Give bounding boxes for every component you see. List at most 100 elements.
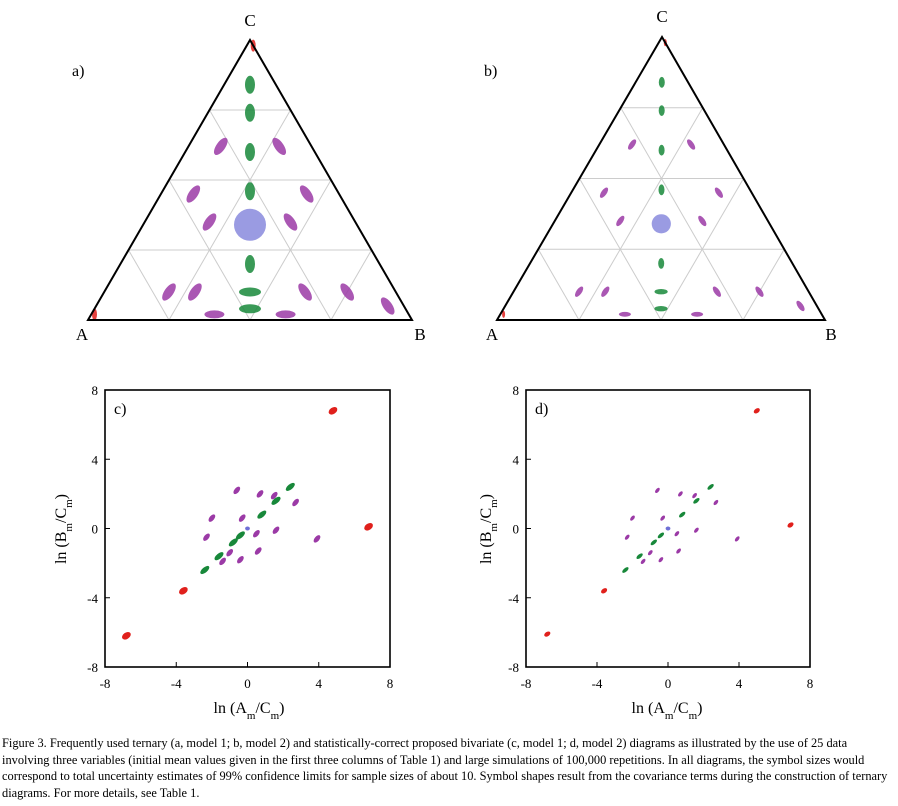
x-tick-label: -4 xyxy=(592,676,603,691)
scatter-point-red xyxy=(787,522,794,528)
scatter-point-red xyxy=(544,631,551,637)
ternary-point-purple xyxy=(698,215,707,227)
scatter-marks-c xyxy=(122,406,373,640)
axis-ticks-d: -8 -4 0 4 8 -8 -4 0 4 8 xyxy=(508,383,813,691)
ternary-gridline xyxy=(537,249,580,321)
scatter-panel-d: -8 -4 0 4 8 -8 -4 0 4 8 d) ln (Am/Cm) ln (Bm/Cm) xyxy=(478,383,813,722)
ternary-frame-a xyxy=(86,38,414,321)
ternary-point-purple xyxy=(687,139,696,150)
ternary-point-purple xyxy=(755,286,764,297)
scatter-point-purple xyxy=(256,490,264,498)
vertex-label-b-B: B xyxy=(825,325,836,344)
x-tick-label: 8 xyxy=(387,676,394,691)
x-tick-label: 8 xyxy=(807,676,814,691)
scatter-point-purple xyxy=(313,535,321,543)
ternary-point-green xyxy=(658,105,665,116)
ternary-point-purple xyxy=(213,137,228,155)
scatter-point-purple xyxy=(647,550,653,556)
y-axis-label-d: ln (Bm/Cm) xyxy=(478,494,500,564)
vertex-label-a-A: A xyxy=(76,325,89,344)
scatter-point-purple xyxy=(254,547,262,555)
ternary-panel-b: b) A B C xyxy=(484,7,837,344)
ternary-point-green xyxy=(245,143,255,161)
ternary-point-green xyxy=(658,76,665,88)
scatter-point-green xyxy=(214,552,224,561)
ternary-grid-a xyxy=(128,109,372,321)
ternary-marks-b xyxy=(502,39,805,318)
scatter-point-purple xyxy=(233,486,241,495)
scatter-point-blue xyxy=(245,526,250,531)
scatter-point-green xyxy=(228,538,238,547)
ternary-point-purple xyxy=(202,213,217,231)
ternary-point-green xyxy=(245,255,255,273)
scatter-point-purple xyxy=(237,555,244,564)
ternary-point-green xyxy=(239,304,261,314)
ternary-point-purple xyxy=(298,283,312,301)
scatter-point-red xyxy=(179,586,188,595)
ternary-gridline xyxy=(742,248,785,321)
scatter-point-purple xyxy=(238,514,246,522)
scatter-point-purple xyxy=(226,548,234,557)
scatter-point-green xyxy=(235,531,245,540)
ternary-point-green xyxy=(239,287,261,297)
x-axis-label-c: ln (Am/Cm) xyxy=(214,700,285,722)
ternary-point-purple xyxy=(796,300,805,312)
scatter-point-purple xyxy=(694,527,699,533)
vertex-label-a-C: C xyxy=(244,11,255,30)
ternary-point-green xyxy=(654,289,668,295)
ternary-grid-b xyxy=(537,107,785,321)
ternary-gridline xyxy=(168,109,291,321)
vertex-label-b-C: C xyxy=(656,7,667,26)
ternary-point-purple xyxy=(272,137,287,155)
x-tick-label: 4 xyxy=(316,676,323,691)
y-tick-label: -8 xyxy=(87,660,98,675)
scatter-point-purple xyxy=(674,531,680,537)
ternary-frame-b xyxy=(495,35,827,321)
x-tick-label: 4 xyxy=(736,676,743,691)
ternary-point-green xyxy=(658,184,665,196)
ternary-point-green xyxy=(658,258,665,269)
ternary-point-purple xyxy=(616,215,625,227)
y-tick-label: 8 xyxy=(92,383,99,398)
y-tick-label: -4 xyxy=(87,591,98,606)
ternary-point-purple xyxy=(575,286,584,297)
ternary-gridline xyxy=(620,107,744,321)
scatter-point-red xyxy=(328,406,338,415)
scatter-point-purple xyxy=(640,558,646,564)
ternary-point-purple xyxy=(188,283,202,301)
y-tick-label: 4 xyxy=(92,452,99,467)
scatter-point-purple xyxy=(219,557,226,566)
scatter-point-green xyxy=(285,482,295,491)
x-tick-label: 0 xyxy=(665,676,672,691)
ternary-gridline xyxy=(660,178,744,321)
y-tick-label: 0 xyxy=(92,522,99,537)
scatter-point-purple xyxy=(292,498,299,507)
ternary-gridline xyxy=(209,109,332,321)
ternary-gridline xyxy=(128,249,170,321)
scatter-point-purple xyxy=(272,526,280,534)
panel-label-a: a) xyxy=(72,63,84,80)
ternary-point-purple xyxy=(204,310,225,319)
x-tick-label: -8 xyxy=(521,676,532,691)
ternary-point-blue xyxy=(234,208,266,241)
scatter-point-red xyxy=(364,522,373,531)
scatter-point-green xyxy=(257,510,267,519)
ternary-point-purple xyxy=(691,311,704,317)
scatter-point-green xyxy=(271,496,281,505)
ternary-point-green xyxy=(245,103,255,122)
scatter-point-green xyxy=(657,532,665,539)
panel-label-d: d) xyxy=(535,401,548,418)
scatter-point-purple xyxy=(253,529,260,538)
scatter-point-purple xyxy=(270,491,278,500)
scatter-point-purple xyxy=(630,515,635,521)
ternary-point-green xyxy=(245,75,255,94)
axis-ticks-c: -8 -4 0 4 8 -8 -4 0 4 8 xyxy=(87,383,393,691)
scatter-point-purple xyxy=(713,499,719,506)
ternary-point-green xyxy=(658,144,665,156)
scatter-point-red xyxy=(601,588,608,594)
ternary-gridline xyxy=(579,178,662,321)
ternary-gridline xyxy=(168,179,251,321)
panel-label-b: b) xyxy=(484,63,497,80)
y-tick-label: 8 xyxy=(513,383,520,398)
